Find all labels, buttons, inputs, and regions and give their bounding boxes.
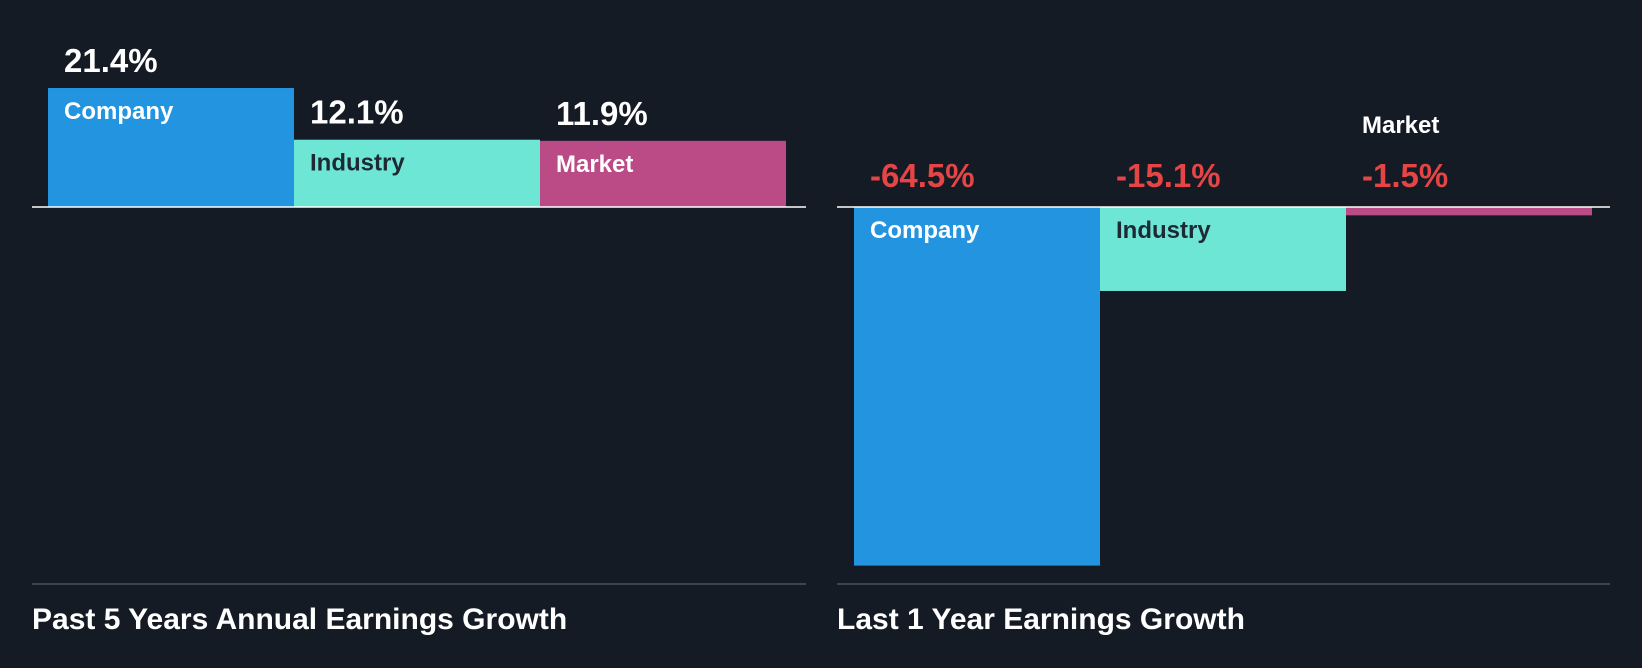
- category-label-company-last-1-year: Company: [870, 217, 980, 244]
- category-label-industry-last-1-year: Industry: [1116, 217, 1211, 244]
- value-label-market-past-5-years: 11.9%: [556, 95, 648, 132]
- bar-company-last-1-year: [854, 207, 1100, 566]
- category-label-company-past-5-years: Company: [64, 98, 174, 125]
- value-label-market-last-1-year: -1.5%: [1362, 157, 1448, 194]
- bar-market-last-1-year: [1346, 207, 1592, 216]
- chart-title-last-1-year: Last 1 Year Earnings Growth: [837, 603, 1245, 636]
- bar-industry-past-5-years: [294, 139, 540, 207]
- value-label-industry-past-5-years: 12.1%: [310, 94, 404, 131]
- value-label-company-last-1-year: -64.5%: [870, 157, 975, 194]
- category-label-market-last-1-year: Market: [1362, 112, 1439, 139]
- category-label-industry-past-5-years: Industry: [310, 150, 405, 177]
- chart-title-past-5-years: Past 5 Years Annual Earnings Growth: [32, 603, 568, 636]
- bar-industry-last-1-year: [1100, 207, 1346, 291]
- bar-market-past-5-years: [540, 140, 786, 207]
- bar-company-past-5-years: [48, 88, 294, 207]
- value-label-industry-last-1-year: -15.1%: [1116, 157, 1221, 194]
- category-label-market-past-5-years: Market: [556, 151, 633, 178]
- value-label-company-past-5-years: 21.4%: [64, 42, 158, 79]
